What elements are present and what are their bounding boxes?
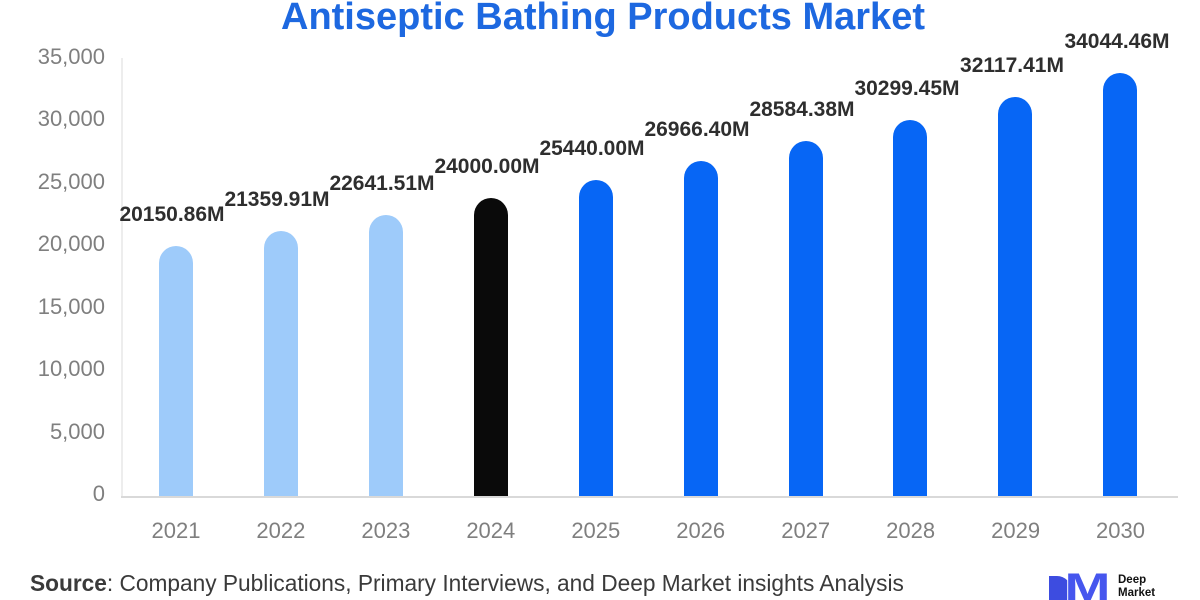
svg-text:M: M [1065, 568, 1111, 600]
svg-text:Deep: Deep [1118, 574, 1146, 586]
svg-text:Market: Market [1118, 587, 1155, 599]
